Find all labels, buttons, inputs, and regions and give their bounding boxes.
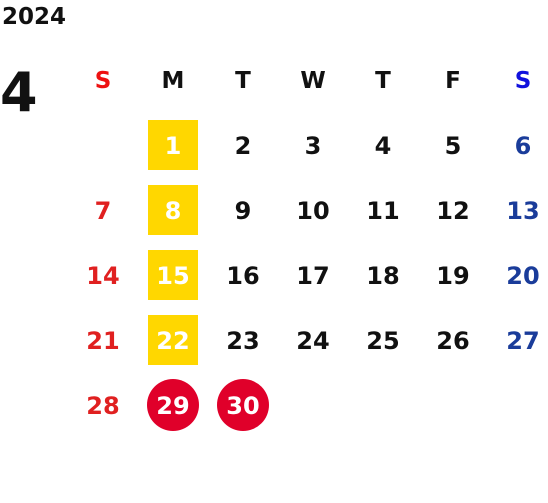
- day-number: 4: [374, 131, 392, 160]
- day-cell: 12: [418, 178, 488, 243]
- day-number: 10: [296, 196, 330, 225]
- day-cell-highlighted: 1: [138, 113, 208, 178]
- day-cell: 11: [348, 178, 418, 243]
- week-row: 21 22 23 24 25 26 27: [68, 308, 548, 373]
- day-cell-holiday: 29: [138, 373, 208, 438]
- day-cell-highlighted: 22: [138, 308, 208, 373]
- day-cell: 5: [418, 113, 488, 178]
- day-number: 8: [164, 196, 182, 225]
- day-number: 26: [436, 326, 470, 355]
- day-cell: 16: [208, 243, 278, 308]
- weekday-saturday: S: [514, 67, 532, 94]
- day-number: 15: [156, 261, 190, 290]
- day-cell-holiday: 30: [208, 373, 278, 438]
- day-cell-empty: [418, 373, 488, 438]
- day-number: 24: [296, 326, 330, 355]
- day-cell-empty: [278, 373, 348, 438]
- week-row: 1 2 3 4 5 6: [68, 113, 548, 178]
- day-cell-saturday: 6: [488, 113, 548, 178]
- day-cell-sunday: 21: [68, 308, 138, 373]
- day-cell: 23: [208, 308, 278, 373]
- weekday-header: S M T W T F S: [68, 48, 548, 113]
- day-number: 16: [226, 261, 260, 290]
- day-cell: 26: [418, 308, 488, 373]
- day-number: 19: [436, 261, 470, 290]
- weekday-sunday: S: [94, 67, 112, 94]
- day-number: 28: [86, 391, 120, 420]
- day-cell-empty: [68, 113, 138, 178]
- day-cell-saturday: 27: [488, 308, 548, 373]
- day-cell: 17: [278, 243, 348, 308]
- day-cell-highlighted: 15: [138, 243, 208, 308]
- day-number: 17: [296, 261, 330, 290]
- day-number: 20: [506, 261, 540, 290]
- day-number: 1: [164, 131, 182, 160]
- day-number: 29: [156, 391, 190, 420]
- day-number: 27: [506, 326, 540, 355]
- day-cell: 10: [278, 178, 348, 243]
- week-row: 28 29 30: [68, 373, 548, 438]
- weekday-wednesday: W: [300, 67, 326, 94]
- day-number: 22: [156, 326, 190, 355]
- day-cell-empty: [488, 373, 548, 438]
- weekday-tuesday: T: [235, 67, 251, 94]
- day-cell: 18: [348, 243, 418, 308]
- day-cell-saturday: 13: [488, 178, 548, 243]
- week-row: 7 8 9 10 11 12 13: [68, 178, 548, 243]
- day-cell-sunday: 7: [68, 178, 138, 243]
- day-number: 18: [366, 261, 400, 290]
- day-number: 14: [86, 261, 120, 290]
- day-cell-highlighted: 8: [138, 178, 208, 243]
- day-cell: 19: [418, 243, 488, 308]
- day-cell-saturday: 20: [488, 243, 548, 308]
- calendar-grid: S M T W T F S 1 2 3 4 5 6 7 8 9 10 11 12…: [68, 48, 548, 438]
- day-number: 2: [234, 131, 252, 160]
- day-cell: 25: [348, 308, 418, 373]
- day-number: 25: [366, 326, 400, 355]
- day-cell: 24: [278, 308, 348, 373]
- day-number: 7: [94, 196, 112, 225]
- day-number: 6: [514, 131, 532, 160]
- year-label: 2024: [2, 4, 67, 30]
- day-number: 9: [234, 196, 252, 225]
- day-cell: 4: [348, 113, 418, 178]
- day-cell-sunday: 28: [68, 373, 138, 438]
- day-cell: 3: [278, 113, 348, 178]
- day-number: 3: [304, 131, 322, 160]
- day-cell: 2: [208, 113, 278, 178]
- day-number: 23: [226, 326, 260, 355]
- day-cell-sunday: 14: [68, 243, 138, 308]
- weekday-monday: M: [161, 67, 185, 94]
- week-row: 14 15 16 17 18 19 20: [68, 243, 548, 308]
- day-number: 12: [436, 196, 470, 225]
- day-cell-empty: [348, 373, 418, 438]
- month-number: 4: [0, 61, 38, 124]
- day-cell: 9: [208, 178, 278, 243]
- weekday-friday: F: [445, 67, 461, 94]
- day-number: 5: [444, 131, 462, 160]
- day-number: 21: [86, 326, 120, 355]
- day-number: 30: [226, 391, 260, 420]
- day-number: 11: [366, 196, 400, 225]
- weekday-thursday: T: [375, 67, 391, 94]
- day-number: 13: [506, 196, 540, 225]
